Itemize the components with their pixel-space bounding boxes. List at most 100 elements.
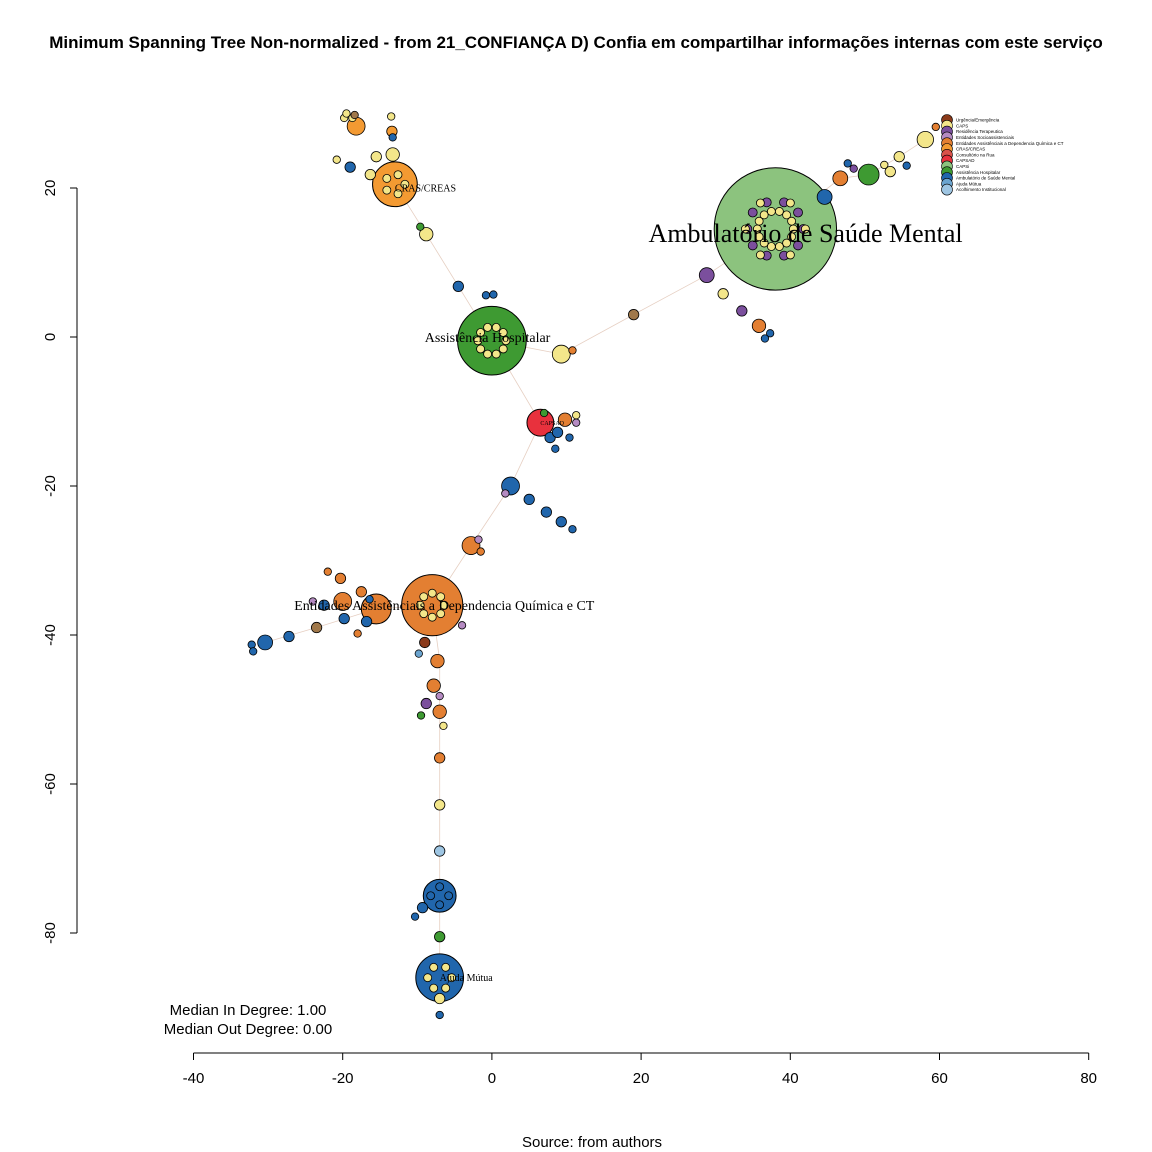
cluster-node	[747, 240, 758, 251]
graph-node	[416, 222, 425, 231]
cluster-node	[787, 216, 796, 226]
graph-node	[916, 130, 934, 149]
graph-node	[353, 629, 362, 638]
cluster-node	[476, 344, 485, 354]
legend-label: Entidades Socioassistenciais	[956, 135, 1015, 140]
graph-node	[766, 329, 775, 338]
y-tick-label: 20	[42, 180, 59, 197]
cluster-node	[754, 216, 764, 226]
source-caption: Source: from authors	[522, 1134, 662, 1151]
cluster-node	[426, 891, 436, 901]
cluster-node	[419, 592, 429, 602]
cluster-node	[740, 224, 750, 234]
graph-node	[434, 799, 446, 811]
x-tick-label: -40	[183, 1070, 205, 1087]
cluster-node	[774, 207, 784, 216]
cluster-node	[498, 344, 508, 354]
graph-node	[931, 122, 940, 132]
legend-label: Consultório na Rua	[956, 152, 995, 157]
graph-node	[540, 506, 552, 518]
cluster-node	[435, 900, 445, 910]
legend-label: Residência Terapeutica	[956, 129, 1003, 134]
legend-label: Assistência Hospitalar	[956, 170, 1001, 175]
legend-label: CAPSAD	[956, 158, 975, 163]
cluster-node	[429, 962, 439, 972]
cluster-node	[382, 173, 392, 183]
node-label: CAPSAD	[540, 421, 564, 427]
graph-node	[816, 189, 833, 205]
graph-node	[365, 595, 374, 604]
graph-node	[350, 110, 359, 120]
cluster-node	[444, 891, 454, 901]
cluster-node	[436, 609, 446, 619]
graph-node	[310, 621, 323, 634]
graph-node	[344, 161, 356, 173]
legend-label: Urgência/Emergência	[956, 118, 1000, 123]
graph-node	[323, 567, 332, 576]
graph-node	[388, 133, 397, 142]
graph-node	[334, 572, 347, 585]
graph-node	[717, 288, 729, 300]
graph-node	[410, 912, 420, 921]
cluster-node	[782, 210, 792, 220]
cluster-node	[491, 349, 501, 359]
graph-node	[283, 630, 295, 643]
cluster-node	[393, 170, 403, 180]
chart-title: Minimum Spanning Tree Non-normalized - f…	[49, 33, 1103, 52]
graph-node	[333, 592, 353, 611]
node-layer	[247, 109, 940, 1020]
hub-node	[457, 305, 527, 376]
cluster-node	[439, 600, 449, 610]
cluster-node	[441, 983, 451, 993]
cluster-node	[419, 609, 429, 619]
graph-node	[419, 636, 431, 649]
graph-node	[457, 621, 467, 630]
graph-node	[419, 227, 434, 242]
graph-node	[416, 711, 426, 720]
graph-node	[698, 267, 715, 284]
graph-node	[565, 433, 574, 442]
graph-node	[247, 640, 256, 649]
cluster-node	[787, 232, 796, 242]
cluster-node	[435, 882, 445, 892]
graph-node	[489, 290, 498, 299]
legend-label: CAPSi	[956, 164, 969, 169]
y-tick-label: -60	[42, 773, 59, 795]
cluster-node	[427, 612, 437, 622]
edge-layer	[264, 139, 926, 978]
cluster-node	[793, 207, 803, 218]
cluster-node	[782, 238, 792, 248]
median-in-degree: Median In Degree: 1.00	[170, 1002, 327, 1019]
cluster-node	[382, 185, 392, 195]
graph-node	[736, 305, 748, 317]
legend-label: Entidades Assistênciais a Dependencia Qu…	[956, 141, 1064, 146]
graph-node	[420, 697, 432, 710]
graph-node	[628, 309, 640, 321]
node-label: Ajuda Mútua	[440, 973, 494, 984]
cluster-node	[785, 250, 795, 260]
legend-label: CAPS	[956, 123, 968, 128]
graph-node	[476, 547, 485, 556]
y-tick-label: -40	[42, 624, 59, 646]
cluster-node	[747, 207, 758, 218]
cluster-node	[447, 973, 457, 983]
cluster-node	[785, 198, 795, 208]
x-tick-label: 80	[1080, 1070, 1097, 1087]
legend-label: Acolhimento Institucional	[956, 187, 1006, 192]
graph-node	[364, 168, 376, 181]
graph-node	[523, 493, 535, 506]
graph-node	[370, 151, 382, 163]
cluster-node	[436, 592, 446, 602]
x-tick-label: -20	[332, 1070, 354, 1087]
cluster-node	[755, 198, 765, 208]
graph-node	[452, 280, 464, 292]
graph-node	[568, 525, 577, 534]
cluster-node	[800, 224, 810, 234]
graph-node	[355, 586, 367, 598]
graph-node	[434, 992, 446, 1005]
cluster-node	[766, 242, 776, 251]
graph-node	[884, 165, 896, 178]
graph-node	[572, 418, 581, 427]
